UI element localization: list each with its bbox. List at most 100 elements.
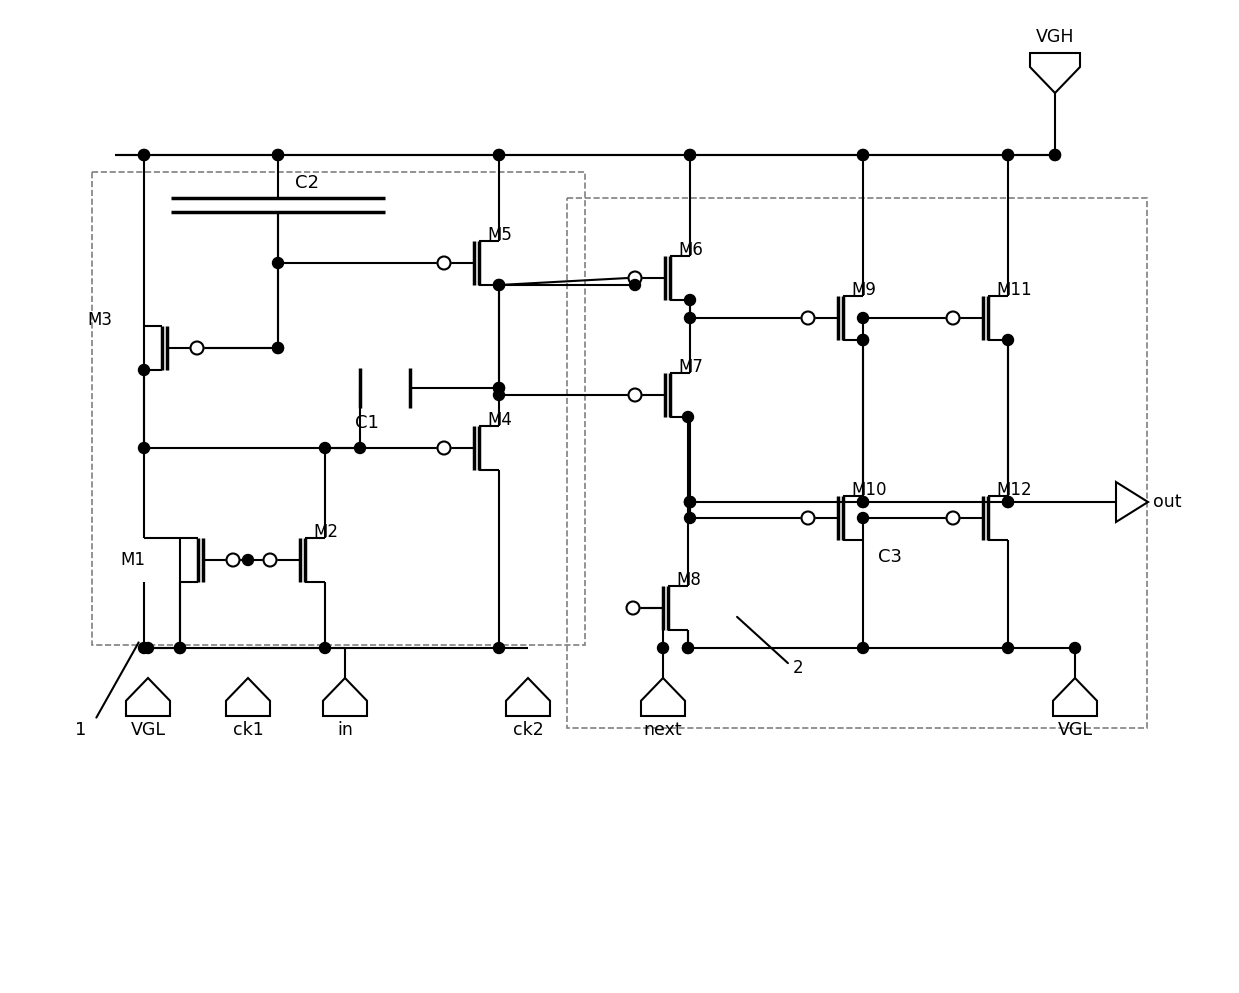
Circle shape <box>493 382 504 393</box>
Circle shape <box>857 335 869 346</box>
Circle shape <box>684 150 695 161</box>
Circle shape <box>493 642 504 653</box>
Circle shape <box>857 496 869 507</box>
Circle shape <box>1002 496 1014 507</box>
Circle shape <box>802 312 814 325</box>
Text: VGL: VGL <box>130 721 166 739</box>
Circle shape <box>273 150 284 161</box>
Circle shape <box>629 279 641 291</box>
Polygon shape <box>1053 678 1097 716</box>
Circle shape <box>857 496 869 507</box>
Text: VGL: VGL <box>1058 721 1093 739</box>
Text: in: in <box>337 721 353 739</box>
Circle shape <box>437 442 451 455</box>
Circle shape <box>857 512 869 523</box>
Circle shape <box>1049 150 1061 161</box>
Circle shape <box>273 257 284 268</box>
Text: M5: M5 <box>487 226 512 244</box>
Circle shape <box>139 150 150 161</box>
Text: M6: M6 <box>678 241 703 259</box>
Text: M3: M3 <box>87 311 112 329</box>
Polygon shape <box>506 678 550 716</box>
Text: C2: C2 <box>295 174 318 192</box>
Circle shape <box>857 150 869 161</box>
Circle shape <box>683 411 694 422</box>
Circle shape <box>1049 150 1061 161</box>
Circle shape <box>857 150 869 161</box>
Text: C1: C1 <box>356 414 379 432</box>
Circle shape <box>947 312 959 325</box>
Circle shape <box>658 642 669 653</box>
Polygon shape <box>323 678 367 716</box>
Circle shape <box>273 150 284 161</box>
Circle shape <box>857 642 869 653</box>
Circle shape <box>628 271 642 285</box>
Circle shape <box>1069 642 1080 653</box>
Text: M7: M7 <box>678 358 703 376</box>
Circle shape <box>1002 642 1014 653</box>
Circle shape <box>683 642 694 653</box>
Text: out: out <box>1154 493 1182 511</box>
Text: M10: M10 <box>851 481 886 499</box>
Circle shape <box>684 496 695 507</box>
Circle shape <box>320 443 331 454</box>
Circle shape <box>628 388 642 401</box>
Circle shape <box>857 335 869 346</box>
Text: M12: M12 <box>996 481 1032 499</box>
Polygon shape <box>1030 53 1080 93</box>
Text: 1: 1 <box>76 721 87 739</box>
Circle shape <box>1002 335 1014 346</box>
Circle shape <box>264 553 276 566</box>
Circle shape <box>493 279 504 291</box>
Circle shape <box>684 295 695 306</box>
Circle shape <box>1002 150 1014 161</box>
Circle shape <box>493 389 504 400</box>
Circle shape <box>320 642 331 653</box>
Circle shape <box>1002 496 1014 507</box>
Text: M1: M1 <box>120 551 145 569</box>
Circle shape <box>684 150 695 161</box>
Circle shape <box>947 511 959 524</box>
Circle shape <box>227 553 239 566</box>
Text: next: next <box>644 721 683 739</box>
Text: VGH: VGH <box>1036 28 1074 46</box>
Circle shape <box>175 642 186 653</box>
Circle shape <box>493 150 504 161</box>
Text: M2: M2 <box>313 523 338 541</box>
Circle shape <box>273 343 284 354</box>
Circle shape <box>684 313 695 324</box>
Circle shape <box>684 512 695 523</box>
Circle shape <box>493 279 504 291</box>
Text: M11: M11 <box>996 281 1032 299</box>
Circle shape <box>273 343 284 354</box>
Circle shape <box>139 150 150 161</box>
Circle shape <box>139 443 150 454</box>
Circle shape <box>684 496 695 507</box>
Circle shape <box>684 496 695 507</box>
Circle shape <box>1002 150 1014 161</box>
Text: M8: M8 <box>676 571 701 589</box>
Circle shape <box>243 554 254 565</box>
Circle shape <box>493 150 504 161</box>
Circle shape <box>142 642 154 653</box>
Circle shape <box>191 342 203 355</box>
Polygon shape <box>1116 482 1149 522</box>
Polygon shape <box>641 678 685 716</box>
Text: ck2: ck2 <box>513 721 544 739</box>
Polygon shape <box>225 678 270 716</box>
Text: M4: M4 <box>487 411 512 429</box>
Polygon shape <box>126 678 170 716</box>
Circle shape <box>175 642 186 653</box>
Circle shape <box>683 642 694 653</box>
Circle shape <box>857 313 869 324</box>
Text: 2: 2 <box>793 659 804 677</box>
Circle shape <box>627 602 639 615</box>
Circle shape <box>354 443 366 454</box>
Text: C3: C3 <box>878 548 902 566</box>
Circle shape <box>802 511 814 524</box>
Text: M9: M9 <box>851 281 876 299</box>
Circle shape <box>493 382 504 393</box>
Text: ck1: ck1 <box>233 721 264 739</box>
Circle shape <box>437 256 451 269</box>
Circle shape <box>139 642 150 653</box>
